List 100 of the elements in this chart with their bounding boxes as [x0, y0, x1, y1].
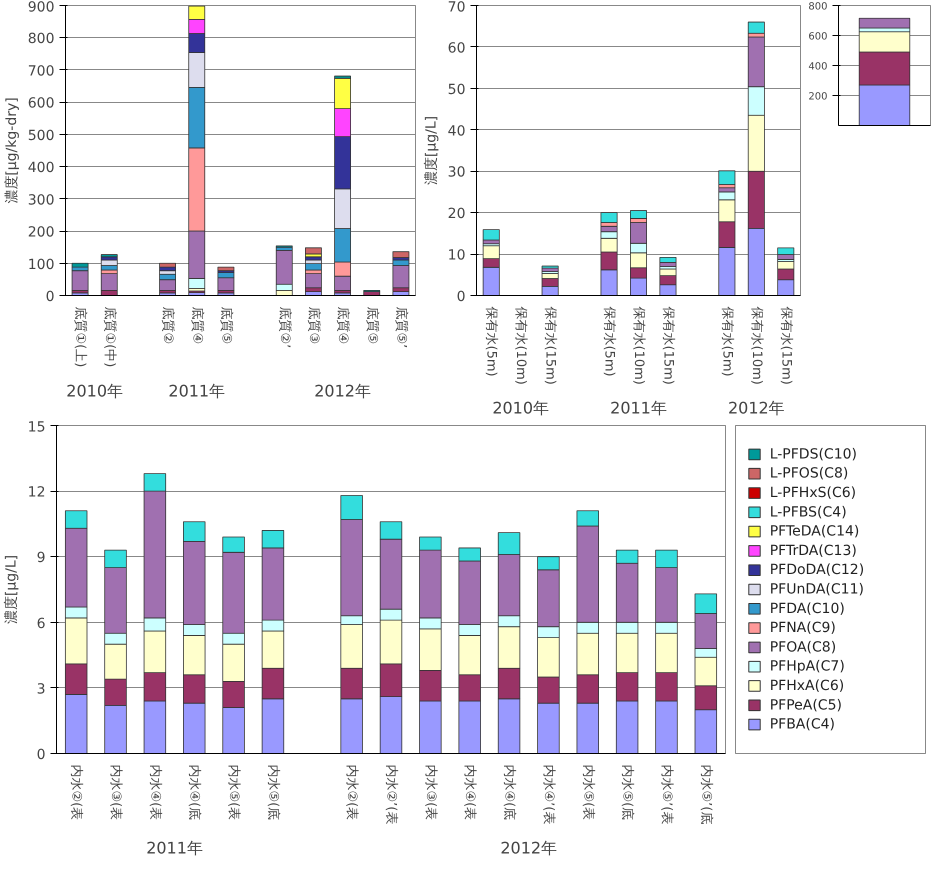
- bar: [100, 254, 118, 258]
- y-axis-title: 濃度[μg/L]: [424, 116, 440, 186]
- text: 2010年: [492, 398, 550, 418]
- y-tick-label: 50: [448, 82, 466, 98]
- bar: [304, 247, 322, 254]
- x-tick-label: 内水④(表: [147, 764, 162, 820]
- y-tick-label: 600: [28, 96, 55, 112]
- x-tick-label: 底質②: [160, 306, 176, 344]
- legend-label: PFHxA(C6): [770, 678, 844, 694]
- y-tick-label: 3: [36, 681, 46, 698]
- y-tick-label: 30: [448, 164, 466, 181]
- bar: [718, 170, 736, 185]
- legend-label: PFDoDA(C12): [770, 562, 864, 578]
- bar: [72, 262, 89, 268]
- y-tick-label: 40: [448, 123, 466, 140]
- bar: [600, 212, 618, 223]
- x-tick-label: 内水⑤(底: [620, 764, 635, 820]
- bar: [392, 251, 410, 258]
- y-tick-label: 6: [36, 616, 46, 632]
- x-tick-label: 内水④(底: [186, 764, 202, 820]
- y-tick-label: 9: [36, 550, 46, 566]
- bar: [542, 266, 559, 269]
- text: 2011年: [146, 838, 203, 858]
- text: 2012年: [314, 382, 371, 400]
- y-axis-title: 濃度[μg/L]: [4, 554, 20, 624]
- x-tick-label: 底質④: [189, 306, 204, 344]
- y-tick-label: 600: [808, 32, 828, 42]
- text: 2011年: [168, 382, 226, 400]
- legend-label: L-PFOS(C8): [770, 466, 848, 482]
- x-tick-label: 保有水(15m): [542, 306, 558, 385]
- x-tick-label: 内水⑤’(底: [698, 764, 714, 824]
- text: 2012年: [728, 398, 785, 418]
- x-tick-label: 内水③(表: [422, 764, 438, 820]
- x-tick-label: 保有水(5m): [719, 306, 734, 377]
- y-tick-label: 200: [28, 224, 55, 241]
- y-tick-label: 0: [46, 289, 55, 305]
- legend-label: PFOA(C8): [770, 639, 836, 656]
- y-tick-label: 60: [448, 40, 466, 56]
- x-tick-label: 底質①(上): [72, 306, 88, 368]
- bar: [748, 22, 765, 34]
- text: 2012年: [500, 838, 558, 858]
- y-tick-label: 0: [456, 289, 466, 305]
- x-tick-label: 内水④(表: [462, 764, 478, 820]
- x-tick-label: 内水②(表: [344, 764, 360, 820]
- x-tick-label: 底質④: [335, 306, 350, 344]
- x-tick-label: 保有水(5m): [484, 306, 499, 377]
- x-tick-label: 底質⑤: [364, 306, 380, 344]
- x-tick-label: 底質①(中): [102, 306, 117, 368]
- bar: [659, 256, 676, 263]
- legend-label: L-PFDS(C10): [770, 446, 857, 462]
- x-tick-label: 保有水(10m): [631, 306, 646, 385]
- x-tick-label: 保有水(15m): [778, 306, 794, 385]
- y-tick-label: 800: [808, 2, 828, 12]
- x-tick-label: 内水④(底: [502, 764, 517, 820]
- x-tick-label: 底質②’: [276, 306, 292, 348]
- x-tick-label: 保有水(10m): [513, 306, 528, 385]
- y-tick-label: 800: [28, 31, 55, 48]
- y-tick-label: 10: [448, 248, 466, 264]
- text: 2011年: [610, 398, 667, 418]
- x-tick-label: 保有水(10m): [748, 306, 764, 385]
- text: 2010年: [66, 382, 124, 400]
- bar: [72, 270, 89, 291]
- y-tick-label: 700: [28, 63, 55, 80]
- legend-label: PFHpA(C7): [770, 658, 845, 675]
- y-tick-label: 20: [448, 206, 466, 222]
- bar: [304, 263, 322, 270]
- legend-label: PFBA(C4): [770, 716, 835, 733]
- y-tick-label: 900: [28, 0, 55, 16]
- bar: [858, 18, 910, 28]
- x-tick-label: 底質③: [306, 306, 321, 344]
- y-tick-label: 300: [28, 192, 55, 208]
- y-tick-label: 15: [28, 420, 46, 436]
- y-tick-label: 400: [28, 160, 55, 176]
- legend-label: L-PFBS(C4): [770, 504, 847, 520]
- y-axis-title: 濃度[μg/kg-dry]: [4, 97, 20, 204]
- legend-label: PFPeA(C5): [770, 697, 842, 714]
- y-tick-label: 500: [28, 128, 55, 144]
- legend-label: PFUnDA(C11): [770, 582, 864, 598]
- x-tick-label: 内水③(表: [108, 764, 124, 820]
- bar: [482, 229, 500, 240]
- x-tick-label: 内水④’(表: [540, 764, 556, 824]
- legend-label: L-PFHxS(C6): [770, 485, 856, 502]
- y-tick-label: 100: [28, 256, 55, 273]
- legend-label: PFTrDA(C13): [770, 542, 857, 559]
- x-tick-label: 内水②’(表: [384, 764, 398, 824]
- x-tick-label: 底質⑤’: [393, 306, 408, 348]
- bar: [304, 273, 322, 288]
- legend-label: PFTeDA(C14): [770, 524, 860, 540]
- legend-label: PFNA(C9): [770, 620, 836, 636]
- x-tick-label: 底質⑤: [218, 306, 234, 344]
- x-tick-label: 内水⑤(表: [580, 764, 596, 820]
- x-tick-label: 内水⑤(表: [226, 764, 242, 820]
- y-tick-label: 70: [448, 0, 466, 16]
- bar: [100, 273, 118, 291]
- bar: [630, 210, 647, 219]
- x-tick-label: 保有水(15m): [660, 306, 676, 385]
- y-tick-label: 200: [808, 92, 828, 102]
- y-tick-label: 12: [28, 484, 46, 501]
- bar: [159, 262, 176, 268]
- legend-label: PFDA(C10): [770, 600, 845, 617]
